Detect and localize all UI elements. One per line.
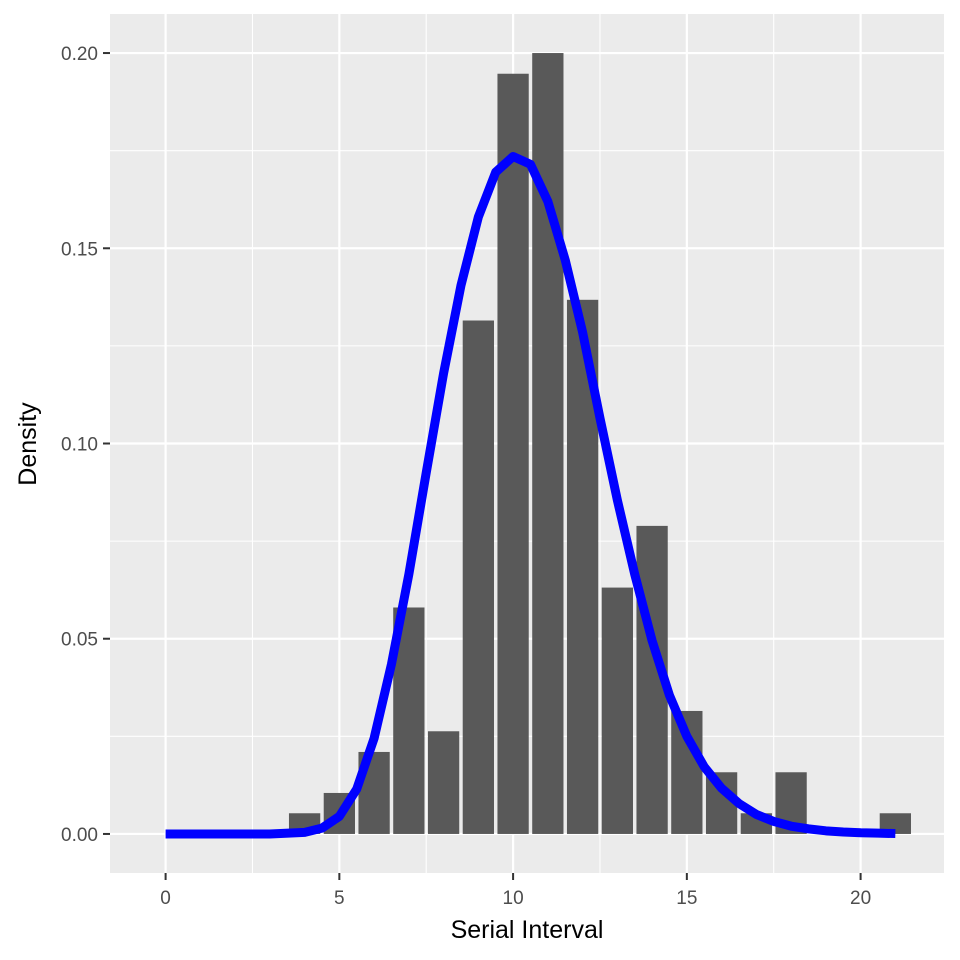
- y-tick-label: 0.20: [61, 44, 98, 65]
- histogram-bar: [601, 587, 633, 834]
- y-axis-title: Density: [14, 402, 42, 486]
- y-tick-label: 0.00: [61, 825, 98, 846]
- histogram-bar: [497, 73, 529, 834]
- y-tick-label: 0.10: [61, 435, 98, 456]
- histogram-bar: [462, 320, 494, 834]
- x-tick-label: 0: [160, 888, 171, 909]
- x-axis: 0 5 10 15 20: [160, 873, 871, 909]
- x-axis-title: Serial Interval: [451, 916, 604, 944]
- x-tick-label: 5: [334, 888, 345, 909]
- y-axis: 0.00 0.05 0.10 0.15 0.20: [61, 44, 110, 846]
- x-tick-label: 15: [676, 888, 697, 909]
- y-tick-label: 0.15: [61, 239, 98, 260]
- y-tick-label: 0.05: [61, 630, 98, 651]
- histogram-bar: [427, 731, 460, 834]
- histogram-bar: [879, 813, 911, 834]
- x-tick-label: 20: [850, 888, 871, 909]
- density-curve-line: [165, 152, 896, 839]
- x-tick-label: 10: [503, 888, 524, 909]
